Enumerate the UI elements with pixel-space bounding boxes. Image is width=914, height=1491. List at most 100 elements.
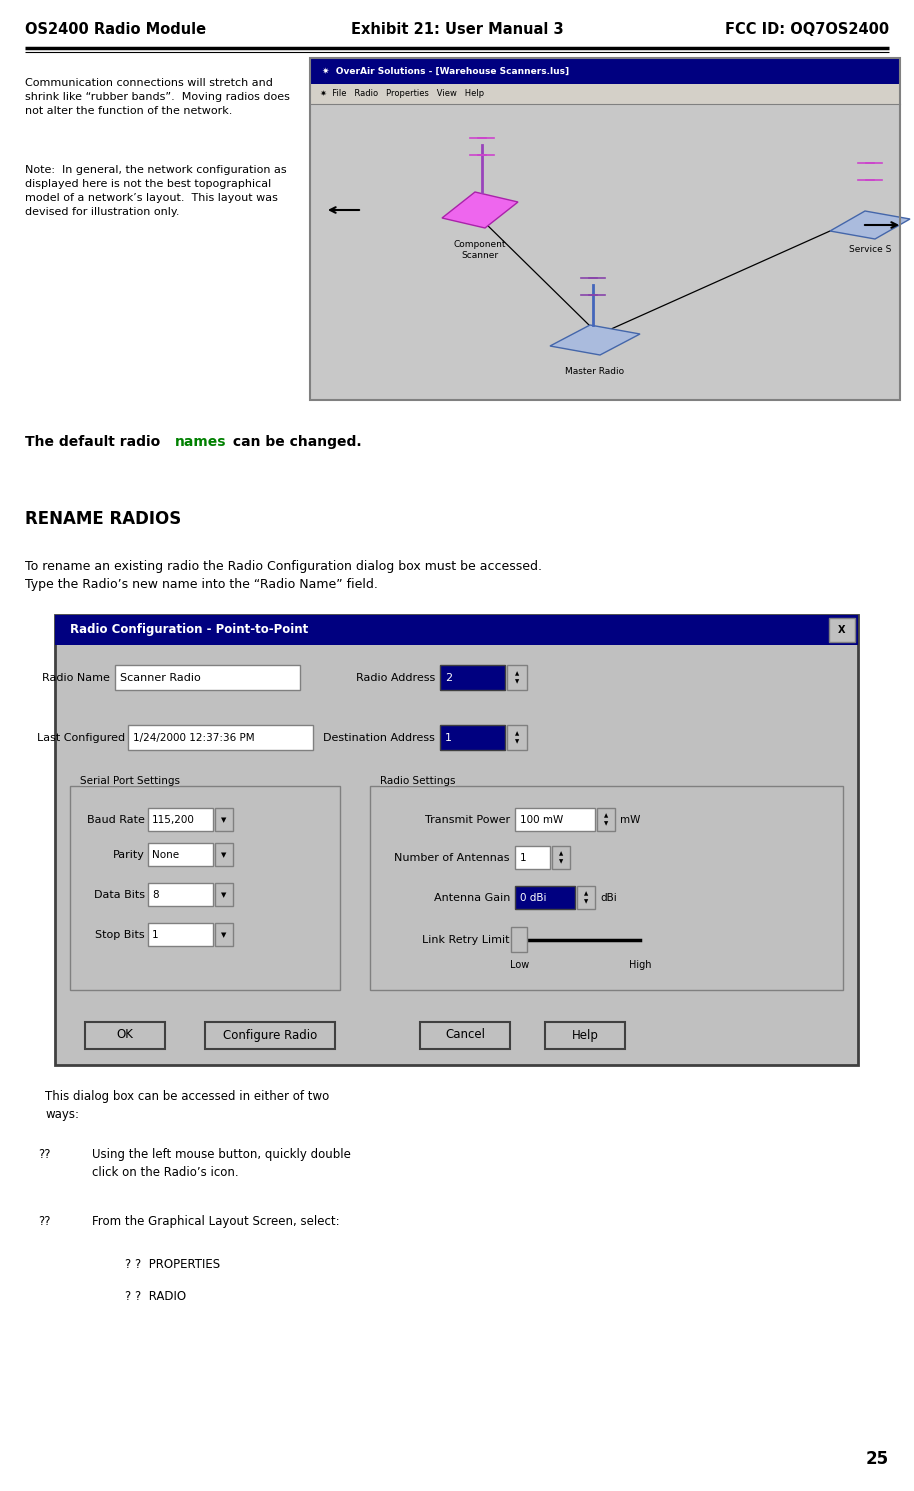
- Text: Last Configured: Last Configured: [37, 734, 125, 743]
- Text: This dialog box can be accessed in either of two
ways:: This dialog box can be accessed in eithe…: [45, 1090, 329, 1121]
- Text: ▲: ▲: [558, 851, 563, 856]
- Text: ▼: ▼: [515, 740, 519, 744]
- Bar: [215, 842, 233, 866]
- Text: High: High: [629, 960, 652, 971]
- Text: ??: ??: [38, 1148, 50, 1161]
- Text: Radio Address: Radio Address: [356, 672, 435, 683]
- Text: FCC ID: OQ7OS2400: FCC ID: OQ7OS2400: [725, 22, 889, 37]
- Bar: [829, 617, 855, 643]
- Bar: [148, 923, 213, 945]
- Text: 0 dBi: 0 dBi: [520, 893, 547, 904]
- Bar: [148, 842, 213, 866]
- Text: Help: Help: [571, 1029, 599, 1042]
- Bar: [420, 1021, 510, 1048]
- Bar: [215, 923, 233, 945]
- Bar: [507, 725, 527, 750]
- Bar: [148, 808, 213, 830]
- Polygon shape: [550, 325, 640, 355]
- Text: ▼: ▼: [558, 859, 563, 865]
- Text: 1/24/2000 12:37:36 PM: 1/24/2000 12:37:36 PM: [133, 734, 255, 743]
- Text: Configure Radio: Configure Radio: [223, 1029, 317, 1042]
- Text: 1: 1: [445, 734, 452, 743]
- Bar: [440, 665, 505, 690]
- Text: mW: mW: [620, 816, 641, 825]
- Bar: [70, 786, 340, 990]
- Bar: [370, 786, 843, 990]
- Bar: [310, 104, 900, 400]
- Text: Scanner Radio: Scanner Radio: [120, 672, 201, 683]
- Text: ? ?  RADIO: ? ? RADIO: [125, 1290, 186, 1303]
- Text: From the Graphical Layout Screen, select:: From the Graphical Layout Screen, select…: [92, 1215, 340, 1229]
- Text: Antenna Gain: Antenna Gain: [433, 893, 510, 904]
- Text: ? ?  PROPERTIES: ? ? PROPERTIES: [125, 1258, 220, 1270]
- Text: Communication connections will stretch and
shrink like “rubber bands”.  Moving r: Communication connections will stretch a…: [25, 78, 290, 116]
- Text: Radio Settings: Radio Settings: [380, 775, 455, 786]
- Text: ✷  OverAir Solutions - [Warehouse Scanners.lus]: ✷ OverAir Solutions - [Warehouse Scanner…: [322, 67, 569, 76]
- Bar: [577, 886, 595, 910]
- Text: ▲: ▲: [584, 892, 588, 896]
- Bar: [128, 725, 313, 750]
- Text: Radio Configuration - Point-to-Point: Radio Configuration - Point-to-Point: [70, 623, 308, 637]
- Bar: [440, 725, 505, 750]
- Text: 2: 2: [445, 672, 452, 683]
- Text: names: names: [175, 435, 227, 449]
- Bar: [507, 665, 527, 690]
- Text: 8: 8: [152, 890, 159, 901]
- Text: Low: Low: [510, 960, 529, 971]
- Text: ▼: ▼: [515, 680, 519, 684]
- Bar: [310, 58, 900, 83]
- Text: Master Radio: Master Radio: [566, 367, 624, 376]
- Text: dBi: dBi: [600, 893, 617, 904]
- Text: ▼: ▼: [221, 932, 227, 938]
- Text: Radio Name: Radio Name: [42, 672, 110, 683]
- Text: ▼: ▼: [221, 851, 227, 857]
- Text: Transmit Power: Transmit Power: [425, 816, 510, 825]
- Text: Number of Antennas: Number of Antennas: [395, 853, 510, 863]
- Text: Component
Scanner: Component Scanner: [453, 240, 506, 259]
- Text: 1: 1: [520, 853, 526, 863]
- Bar: [205, 1021, 335, 1048]
- Text: Destination Address: Destination Address: [324, 734, 435, 743]
- Text: None: None: [152, 850, 179, 860]
- Polygon shape: [830, 212, 910, 239]
- Text: X: X: [838, 625, 845, 635]
- Text: ▼: ▼: [221, 817, 227, 823]
- Bar: [597, 808, 615, 830]
- Bar: [55, 614, 858, 1065]
- Bar: [310, 83, 900, 104]
- Bar: [215, 808, 233, 830]
- Text: The default radio: The default radio: [25, 435, 165, 449]
- Bar: [55, 614, 858, 646]
- Text: 1: 1: [152, 930, 159, 939]
- Text: OK: OK: [117, 1029, 133, 1042]
- Text: Serial Port Settings: Serial Port Settings: [80, 775, 180, 786]
- Text: Note:  In general, the network configuration as
displayed here is not the best t: Note: In general, the network configurat…: [25, 166, 287, 218]
- Text: RENAME RADIOS: RENAME RADIOS: [25, 510, 181, 528]
- Text: Baud Rate: Baud Rate: [87, 816, 145, 825]
- Polygon shape: [442, 192, 518, 228]
- Text: ??: ??: [38, 1215, 50, 1229]
- Text: ▼: ▼: [221, 892, 227, 898]
- Text: can be changed.: can be changed.: [228, 435, 362, 449]
- Bar: [511, 927, 527, 951]
- Text: ▲: ▲: [604, 814, 608, 819]
- Text: To rename an existing radio the Radio Configuration dialog box must be accessed.: To rename an existing radio the Radio Co…: [25, 561, 542, 590]
- Text: 25: 25: [866, 1451, 889, 1469]
- Text: ▼: ▼: [584, 899, 588, 905]
- Bar: [515, 886, 575, 910]
- Text: ▲: ▲: [515, 732, 519, 737]
- Bar: [115, 665, 300, 690]
- Text: Parity: Parity: [113, 850, 145, 860]
- Text: 115,200: 115,200: [152, 816, 195, 825]
- Text: ✷  File   Radio   Properties   View   Help: ✷ File Radio Properties View Help: [320, 89, 484, 98]
- Bar: [148, 883, 213, 907]
- Text: 100 mW: 100 mW: [520, 816, 563, 825]
- Text: Exhibit 21: User Manual 3: Exhibit 21: User Manual 3: [351, 22, 563, 37]
- Text: OS2400 Radio Module: OS2400 Radio Module: [25, 22, 207, 37]
- Text: ▲: ▲: [515, 671, 519, 677]
- Bar: [85, 1021, 165, 1048]
- Text: Using the left mouse button, quickly double
click on the Radio’s icon.: Using the left mouse button, quickly dou…: [92, 1148, 351, 1179]
- Text: Link Retry Limit: Link Retry Limit: [422, 935, 510, 945]
- Bar: [545, 1021, 625, 1048]
- Bar: [310, 58, 900, 400]
